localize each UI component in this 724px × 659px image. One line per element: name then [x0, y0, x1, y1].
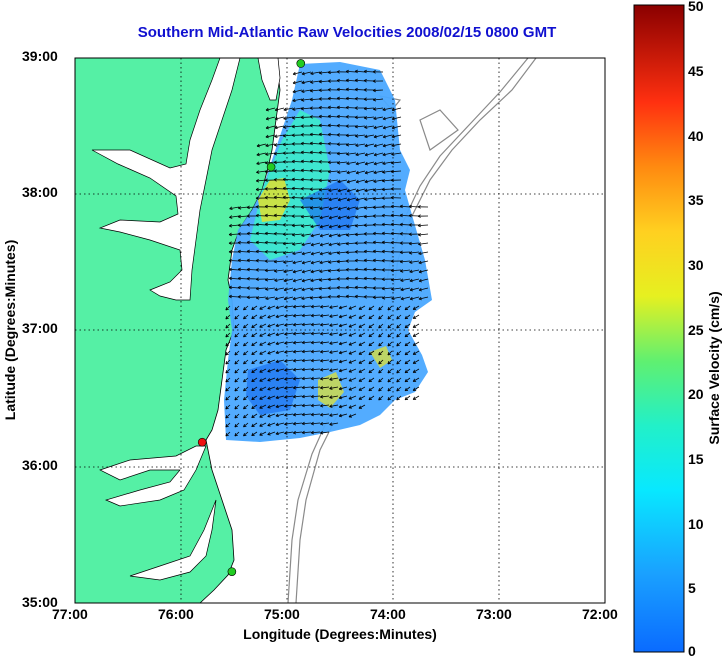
radar-station-1 — [296, 59, 306, 68]
graticule — [75, 58, 605, 603]
ytick-37: 37:00 — [22, 320, 58, 336]
plot-frame — [74, 57, 606, 604]
ytick-39: 39:00 — [22, 48, 58, 64]
map-title: Southern Mid-Atlantic Raw Velocities 200… — [137, 24, 557, 41]
xtick-75: 75:00 — [264, 606, 300, 622]
cbar-tick-45: 45 — [688, 63, 704, 79]
y-axis-label: Latitude (Degrees:Minutes) — [2, 239, 18, 421]
pamlico-sound — [99, 445, 217, 581]
radar-station-4 — [227, 567, 237, 576]
colorbar-label: Surface Velocity (cm/s) — [706, 291, 722, 445]
xtick-72: 72:00 — [582, 606, 618, 622]
cbar-tick-40: 40 — [688, 128, 704, 144]
cbar-tick-15: 15 — [688, 451, 704, 467]
ytick-36: 36:00 — [22, 457, 58, 473]
cbar-tick-5: 5 — [688, 580, 696, 596]
velocity-vectors — [225, 69, 429, 437]
delaware-bay — [257, 58, 281, 101]
cbar-tick-30: 30 — [688, 257, 704, 273]
cbar-tick-35: 35 — [688, 192, 704, 208]
chesapeake-bay — [91, 58, 241, 301]
cbar-tick-50: 50 — [688, 0, 704, 14]
cbar-tick-10: 10 — [688, 516, 704, 532]
xtick-77: 77:00 — [52, 606, 88, 622]
radar-station-3 — [197, 437, 207, 447]
xtick-76: 76:00 — [158, 606, 194, 622]
colorbar — [633, 4, 685, 653]
velocity-field-hot-2 — [318, 346, 392, 408]
xtick-74: 74:00 — [370, 606, 406, 622]
ytick-35: 35:00 — [22, 594, 58, 610]
velocity-field-fast — [250, 110, 330, 260]
cbar-tick-0: 0 — [688, 643, 696, 659]
radar-stations — [197, 59, 306, 576]
radar-station-2 — [266, 162, 276, 172]
velocity-field-slow — [246, 180, 360, 415]
ytick-38: 38:00 — [22, 184, 58, 200]
cbar-tick-25: 25 — [688, 322, 704, 338]
xtick-73: 73:00 — [476, 606, 512, 622]
x-axis-label: Longitude (Degrees:Minutes) — [243, 626, 437, 642]
cbar-tick-20: 20 — [688, 386, 704, 402]
